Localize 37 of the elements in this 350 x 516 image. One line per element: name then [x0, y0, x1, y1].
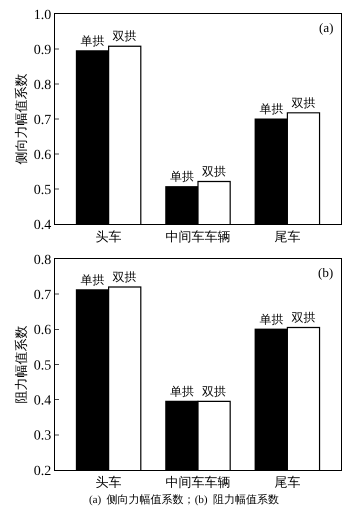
- text: 单拱: [259, 312, 284, 326]
- text: 单拱: [170, 170, 194, 184]
- y-tick-label: 0.6: [34, 323, 52, 338]
- y-axis-title: 侧向力幅值系数: [14, 74, 29, 165]
- series-label: 双拱: [112, 270, 137, 284]
- y-tick-label: 0.8: [34, 252, 52, 268]
- text: 单拱: [170, 384, 194, 398]
- series-label: 单拱: [80, 272, 105, 287]
- x-tick-label: 中间车车辆: [166, 228, 230, 244]
- annotation: (a): [319, 20, 334, 35]
- x-tick-label: 尾车: [274, 228, 300, 244]
- y-tick-label: 0.3: [34, 428, 52, 444]
- y-tick-label: 1.0: [34, 8, 52, 23]
- y-tick-label: 0.4: [34, 218, 52, 234]
- text: (a) 侧向力幅值系数；(b) 阻力幅值系数: [89, 493, 280, 506]
- y-tick-label: 0.7: [34, 288, 52, 303]
- y-tick-label: 0.9: [34, 42, 52, 58]
- y-tick-label: 0.5: [34, 358, 52, 374]
- text: 双拱: [202, 384, 226, 398]
- text: 单拱: [259, 102, 284, 116]
- y-tick-label: 0.7: [34, 113, 52, 128]
- text: 双拱: [291, 96, 316, 110]
- y-tick-label: 0.6: [34, 148, 52, 164]
- x-tick-label: 头车: [96, 228, 122, 244]
- x-tick-label: 尾车: [274, 474, 300, 490]
- y-tick-label: 0.8: [34, 78, 52, 93]
- x-tick-label: 中间车车辆: [166, 474, 230, 490]
- text: 双拱: [291, 310, 316, 324]
- y-tick-label: 0.2: [34, 464, 52, 479]
- annotation: (b): [318, 265, 334, 280]
- y-tick-label: 0.4: [34, 394, 52, 409]
- text: 双拱: [202, 164, 226, 178]
- series-label: 双拱: [112, 29, 137, 44]
- series-label: 单拱: [80, 34, 105, 48]
- x-tick-label: 头车: [96, 474, 122, 490]
- y-axis-title: 阻力幅值系数: [14, 325, 29, 404]
- y-tick-label: 0.5: [34, 183, 52, 198]
